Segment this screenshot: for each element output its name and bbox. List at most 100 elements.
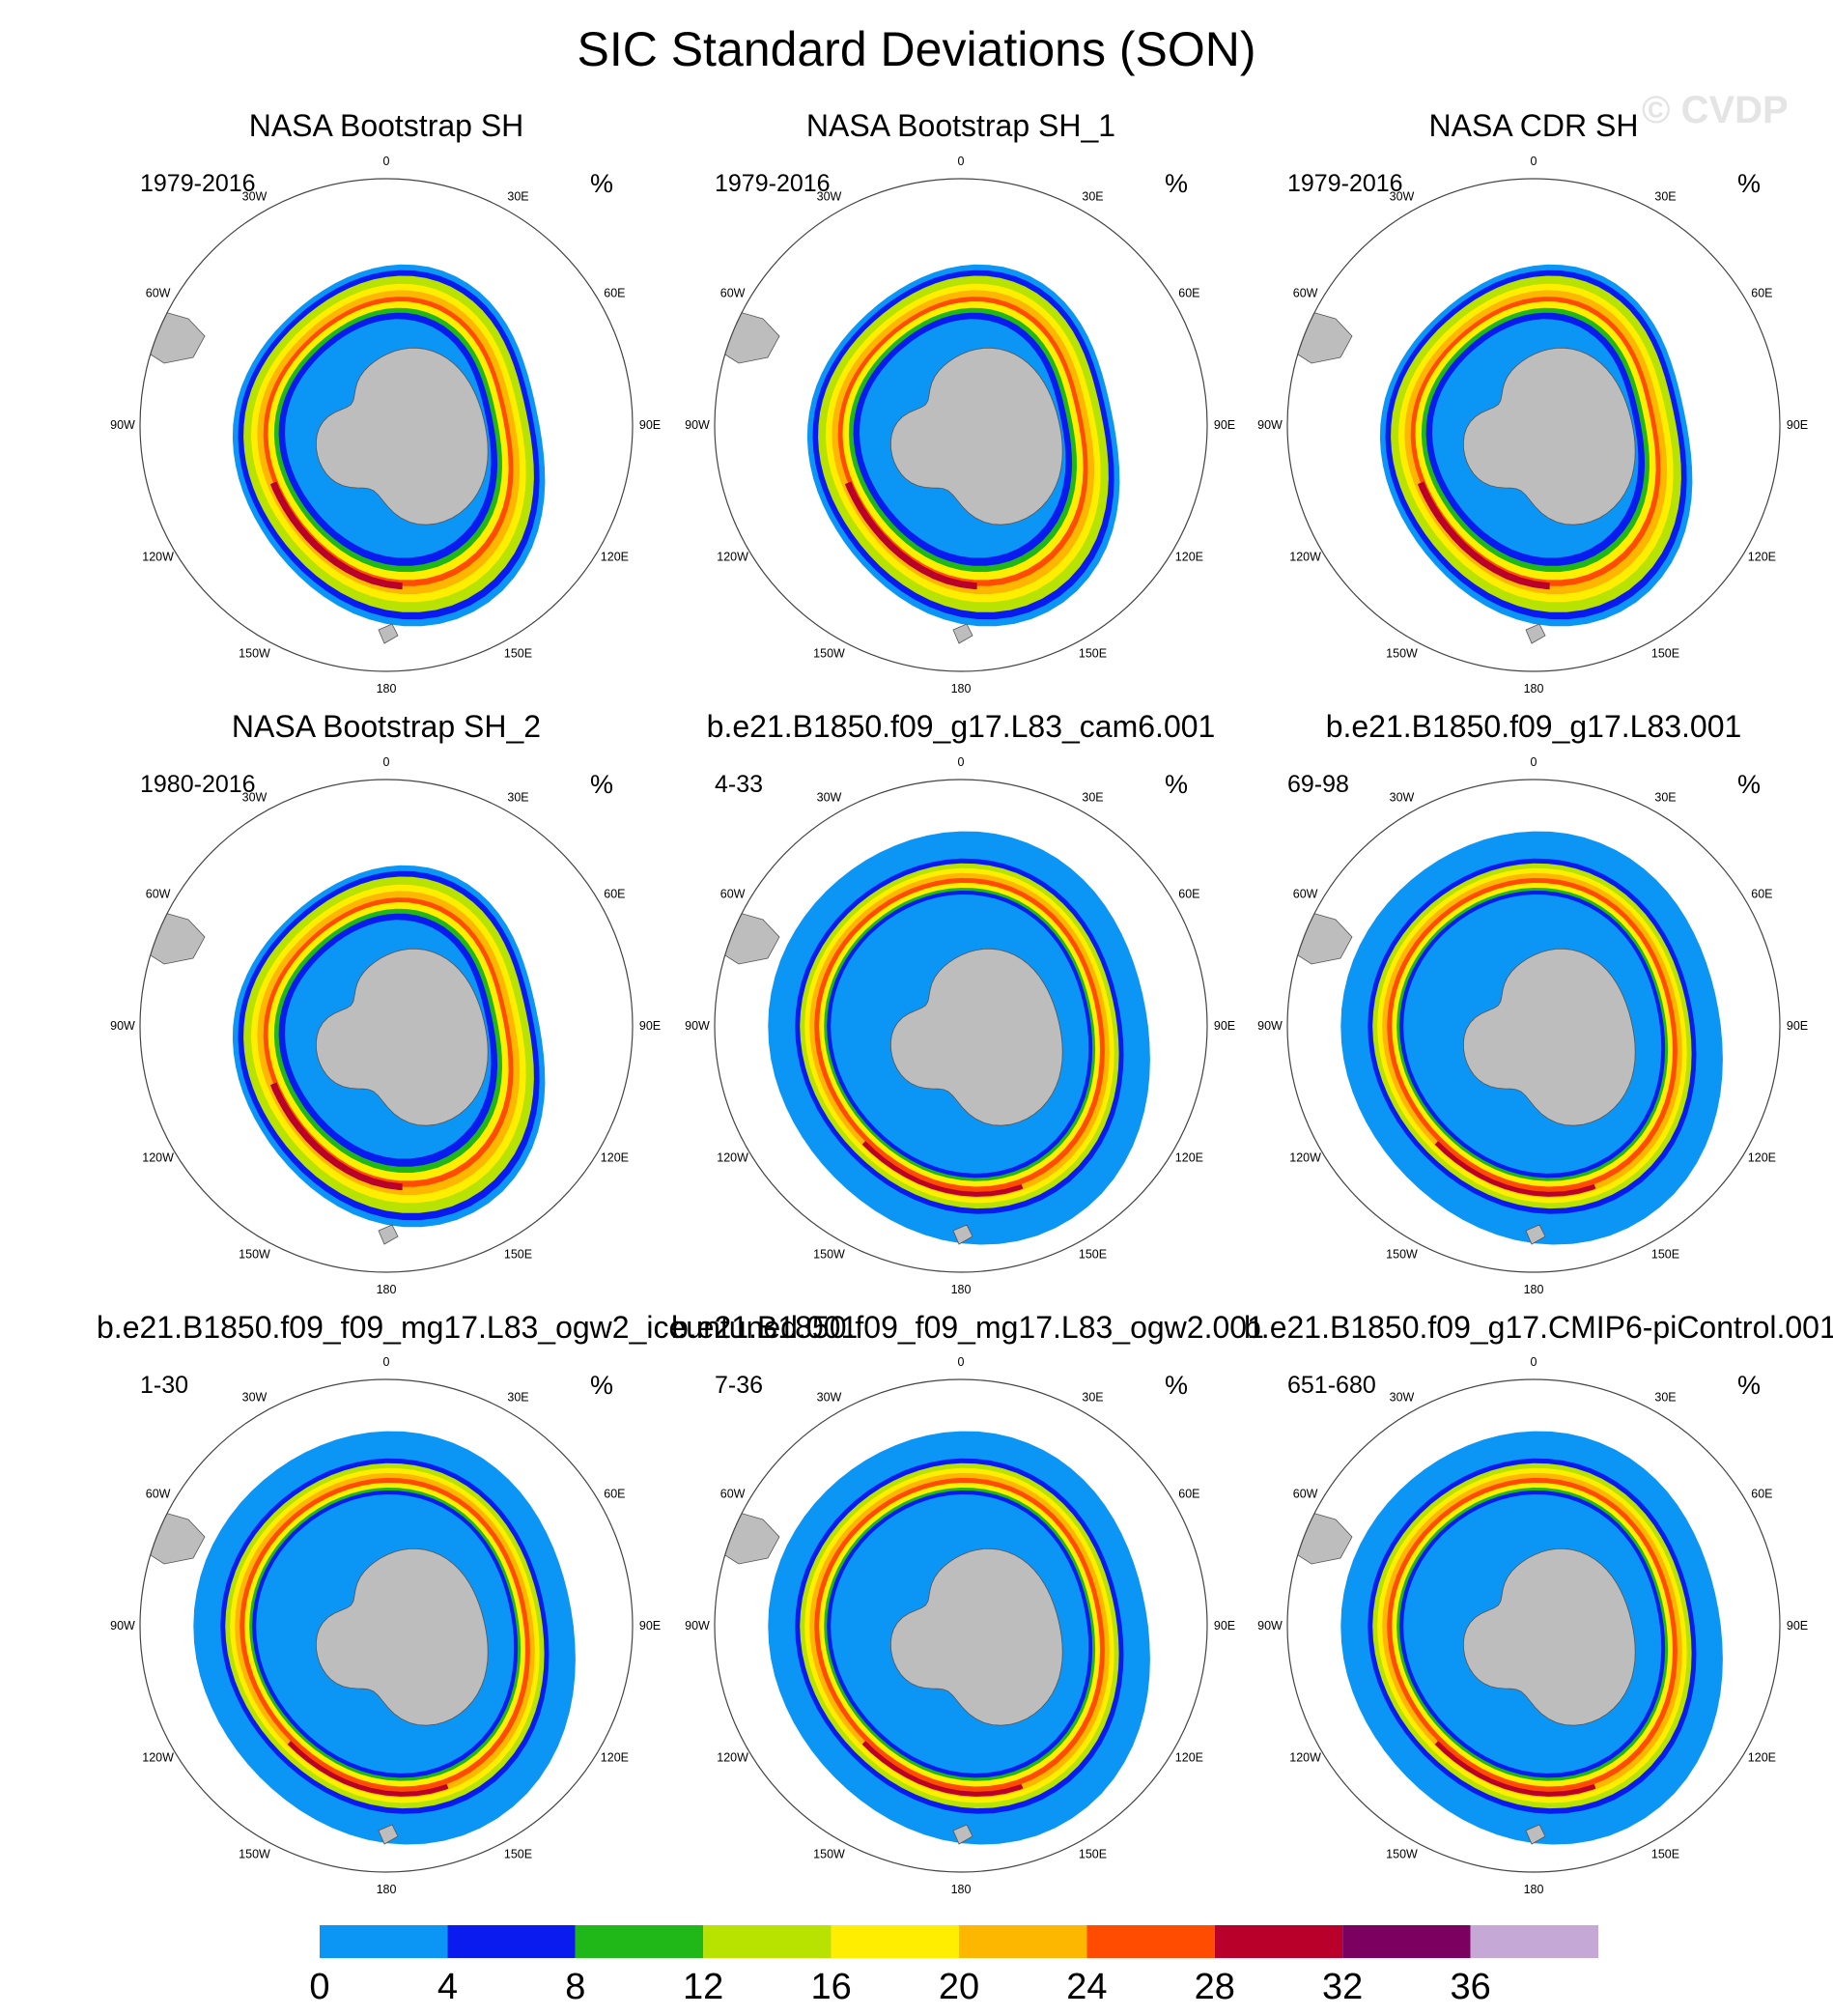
longitude-label: 60W: [146, 287, 171, 300]
longitude-label: 90E: [1787, 1019, 1808, 1033]
new-zealand-landmass: [1525, 623, 1546, 644]
longitude-label: 180: [1524, 1883, 1544, 1896]
panel-units: %: [1165, 1371, 1189, 1400]
cvdp-watermark: © CVDP: [1642, 89, 1789, 131]
map-boundary: [1286, 178, 1781, 672]
longitude-label: 120E: [1175, 1151, 1203, 1165]
longitude-label: 120E: [1175, 551, 1203, 564]
longitude-label: 180: [951, 1883, 972, 1896]
longitude-label: 150W: [239, 646, 270, 660]
panel-title: NASA CDR SH: [1428, 108, 1639, 143]
longitude-label: 120W: [142, 1751, 174, 1765]
longitude-label: 30W: [242, 1391, 268, 1405]
map-boundary: [139, 178, 634, 672]
longitude-label: 120W: [142, 551, 174, 564]
longitude-label: 90W: [110, 1019, 135, 1033]
longitude-label: 90W: [1257, 418, 1283, 432]
longitude-label: 30W: [1390, 190, 1415, 204]
longitude-label: 60W: [146, 1488, 171, 1501]
longitude-label: 60E: [1751, 287, 1772, 300]
longitude-label: 0: [1531, 755, 1537, 769]
longitude-label: 150E: [504, 1247, 532, 1261]
longitude-label: 90W: [685, 418, 710, 432]
longitude-label: 150W: [1386, 1847, 1418, 1860]
polar-map: 0 30E 60E 90E 120E 150E 180 150W 120W 90W 60W 30W: [685, 755, 1235, 1296]
new-zealand-landmass: [378, 623, 399, 644]
colorbar-label: 8: [565, 1967, 585, 2007]
sic-maximum: [260, 293, 518, 590]
antarctica-landmass: [1462, 1547, 1636, 1726]
polar-map: 0 30E 60E 90E 120E 150E 180 150W 120W 90W 60W 30W: [1257, 155, 1808, 696]
longitude-label: 90E: [1214, 418, 1235, 432]
longitude-label: 60W: [1293, 287, 1318, 300]
longitude-label: 30W: [242, 791, 268, 805]
sic-maximum: [834, 293, 1092, 590]
map-boundary: [1286, 1378, 1781, 1873]
longitude-label: 30E: [1654, 791, 1676, 805]
longitude-label: 60W: [720, 287, 746, 300]
colorbar-swatch: [831, 1925, 959, 1958]
longitude-label: 150W: [813, 1247, 845, 1261]
longitude-label: 60E: [1178, 287, 1199, 300]
colorbar-swatch: [575, 1925, 704, 1958]
colorbar-label: 32: [1322, 1967, 1363, 2007]
sic-maximum: [1382, 873, 1682, 1197]
new-zealand-landmass: [378, 1824, 399, 1845]
panel-units: %: [1737, 770, 1762, 799]
map-boundary: [714, 178, 1208, 672]
longitude-label: 30E: [1082, 791, 1103, 805]
colorbar-label: 4: [437, 1967, 458, 2007]
longitude-label: 30W: [817, 791, 842, 805]
longitude-label: 180: [1524, 682, 1544, 696]
longitude-label: 30W: [817, 1391, 842, 1405]
longitude-label: 60E: [1751, 888, 1772, 901]
longitude-label: 150W: [1386, 1247, 1418, 1261]
panel-period: 1980-2016: [140, 771, 256, 798]
longitude-label: 60E: [1751, 1488, 1772, 1501]
panel-title: b.e21.B1850.f09_g17.CMIP6-piControl.001: [1244, 1310, 1833, 1345]
longitude-label: 30E: [1082, 190, 1103, 204]
longitude-label: 60W: [720, 1488, 746, 1501]
new-zealand-landmass: [1525, 1824, 1546, 1845]
colorbar-swatch: [703, 1925, 832, 1958]
longitude-label: 150E: [1079, 1247, 1107, 1261]
polar-map: 0 30E 60E 90E 120E 150E 180 150W 120W 90W 60W 30W: [110, 1355, 661, 1896]
new-zealand-landmass: [952, 623, 973, 644]
longitude-label: 150E: [1651, 646, 1679, 660]
longitude-label: 0: [383, 1355, 390, 1369]
colorbar-swatch: [959, 1925, 1087, 1958]
longitude-label: 90E: [1214, 1019, 1235, 1033]
longitude-label: 120E: [601, 1751, 629, 1765]
longitude-label: 90W: [685, 1619, 710, 1633]
longitude-label: 30E: [507, 1391, 528, 1405]
longitude-label: 30W: [1390, 791, 1415, 805]
longitude-label: 180: [377, 1283, 397, 1296]
longitude-label: 150W: [813, 646, 845, 660]
longitude-label: 120E: [1748, 1751, 1776, 1765]
longitude-label: 30E: [1654, 190, 1676, 204]
sic-maximum: [1407, 293, 1665, 590]
panel-title: b.e21.B1850.f09_f09_mg17.L83_ogw2_iceunt…: [97, 1310, 859, 1345]
sic-maximum: [260, 894, 518, 1191]
longitude-label: 120W: [717, 1751, 748, 1765]
panel-period: 1979-2016: [140, 170, 256, 197]
longitude-label: 120W: [1289, 551, 1321, 564]
longitude-label: 30E: [1082, 1391, 1103, 1405]
colorbar-label: 36: [1450, 1967, 1490, 2007]
longitude-label: 30W: [242, 190, 268, 204]
longitude-label: 150W: [239, 1847, 270, 1860]
longitude-label: 90W: [110, 418, 135, 432]
longitude-label: 90E: [639, 1019, 661, 1033]
longitude-label: 150E: [1079, 1847, 1107, 1860]
longitude-label: 60E: [604, 888, 625, 901]
sic-maximum: [809, 873, 1110, 1197]
longitude-label: 120W: [1289, 1751, 1321, 1765]
colorbar-label: 20: [939, 1967, 979, 2007]
longitude-label: 120E: [601, 551, 629, 564]
longitude-label: 60W: [146, 888, 171, 901]
colorbar-label: 12: [683, 1967, 723, 2007]
longitude-label: 90E: [1214, 1619, 1235, 1633]
colorbar-swatch: [1470, 1925, 1598, 1958]
longitude-label: 90W: [1257, 1019, 1283, 1033]
new-zealand-landmass: [1525, 1224, 1546, 1245]
